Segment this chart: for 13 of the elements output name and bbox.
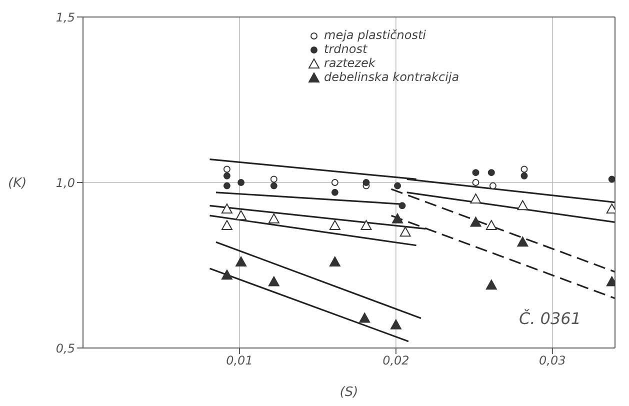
annotation: Č. 0361 — [518, 309, 581, 328]
legend-label: raztezek — [324, 56, 376, 70]
x-tick-label: 0,03 — [539, 354, 566, 368]
legend-label: trdnost — [324, 42, 368, 56]
y-tick-label: 0,5 — [56, 341, 75, 356]
y-axis-title: (K) — [8, 176, 27, 192]
x-tick-label: 0,02 — [382, 354, 410, 368]
y-tick-label: 1,0 — [56, 176, 76, 190]
x-tick-label: 0,01 — [226, 354, 253, 368]
legend-label: debelinska kontrakcija — [324, 70, 460, 84]
y-tick-label: 1,5 — [56, 10, 75, 24]
x-axis-title: (S) — [340, 385, 358, 400]
legend-label: meja plastičnosti — [324, 28, 426, 42]
